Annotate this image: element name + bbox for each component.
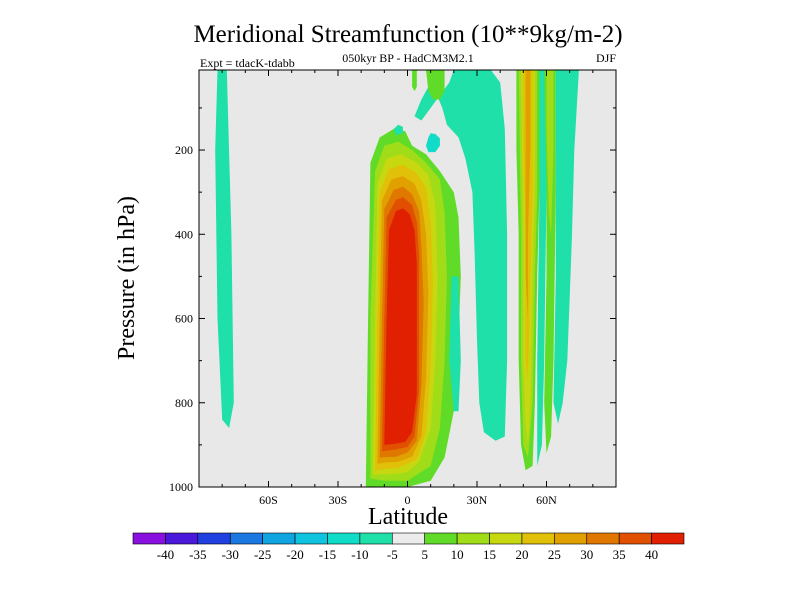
x-axis: 60S 30S 0 30N 60N	[198, 70, 617, 507]
y-tick-label: 1000	[169, 480, 193, 494]
y-axis: 200 400 600 800 1000	[169, 107, 616, 494]
contour-band-70n-negative	[553, 70, 579, 424]
colorbar-label: -10	[351, 547, 368, 562]
contour-upper-left-speck	[393, 124, 403, 136]
y-tick-label: 400	[175, 227, 193, 241]
colorbar-swatch	[229, 532, 263, 545]
colorbar-swatch	[489, 532, 523, 545]
chart-title: Meridional Streamfunction (10**9kg/m-2)	[193, 21, 622, 48]
colorbar-swatch	[391, 532, 426, 545]
x-tick-label: 0	[405, 493, 411, 507]
y-tick-label: 600	[175, 312, 193, 326]
colorbar-label: 35	[613, 547, 626, 562]
colorbar-swatch	[521, 532, 555, 545]
colorbar-label: 15	[483, 547, 496, 562]
colorbar-label: 25	[548, 547, 561, 562]
colorbar-label: 30	[580, 547, 593, 562]
experiment-label: Expt = tdacK-tdabb	[200, 56, 295, 70]
contour-mid-green-strip	[412, 70, 417, 92]
colorbar-label: -35	[189, 547, 206, 562]
contour-band-60n-10	[546, 70, 554, 235]
colorbar-label: -30	[222, 547, 239, 562]
contour-fills	[215, 70, 579, 487]
colorbar-swatch	[424, 532, 458, 545]
contour-upper-negative-region	[414, 70, 508, 441]
contour-upper-negative-core	[426, 133, 440, 153]
colorbar-label: -5	[387, 547, 398, 562]
contour-main-cell-40	[384, 208, 417, 445]
colorbar-swatch	[618, 532, 652, 545]
y-tick-label: 800	[175, 396, 193, 410]
colorbar-swatch	[651, 532, 685, 545]
season-label: DJF	[596, 51, 616, 65]
y-tick-label: 200	[175, 143, 193, 157]
colorbar-swatch	[262, 532, 296, 545]
colorbar-swatch	[554, 532, 588, 545]
colorbar-label: -20	[286, 547, 303, 562]
chart-subtitle: 050kyr BP - HadCM3M2.1	[342, 51, 474, 65]
colorbar-label: 40	[645, 547, 658, 562]
x-tick-label: 60N	[536, 493, 557, 507]
x-tick-label: 60S	[259, 493, 278, 507]
x-axis-label: Latitude	[368, 504, 448, 530]
colorbar: -40 -35 -30 -25 -20 -15 -10 -5 5 10 15 20 25 30 35 40	[132, 532, 685, 562]
colorbar-swatch	[197, 532, 231, 545]
x-tick-label: 30S	[329, 493, 348, 507]
contour-mid-right-negative	[449, 276, 461, 412]
colorbar-label: -25	[254, 547, 271, 562]
colorbar-label: -40	[157, 547, 174, 562]
colorbar-swatch	[165, 532, 199, 545]
colorbar-swatch	[456, 532, 490, 545]
colorbar-label: -15	[319, 547, 336, 562]
colorbar-label: 10	[451, 547, 464, 562]
colorbar-swatch	[359, 532, 393, 545]
contour-band-50n-25	[525, 70, 531, 319]
x-tick-label: 30N	[467, 493, 488, 507]
colorbar-swatch	[327, 532, 361, 545]
y-axis-label: Pressure (in hPa)	[114, 196, 140, 360]
contour-upper-green-strip	[426, 70, 445, 100]
contour-southern-negative-band	[215, 70, 234, 428]
colorbar-label: 5	[421, 547, 428, 562]
colorbar-swatch	[132, 532, 166, 545]
colorbar-swatch	[294, 532, 328, 545]
colorbar-swatch	[586, 532, 620, 545]
colorbar-label: 20	[515, 547, 528, 562]
contour-band-60n-negative	[537, 70, 547, 466]
